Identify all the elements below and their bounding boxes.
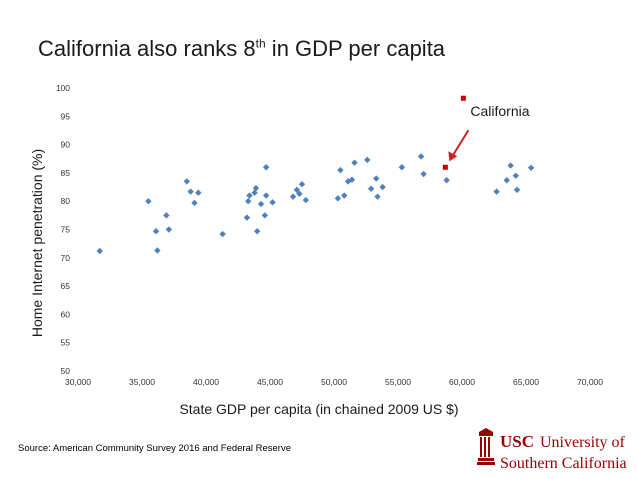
data-point bbox=[269, 199, 276, 206]
x-tick-label: 60,000 bbox=[449, 377, 475, 387]
logo-usc: USC bbox=[500, 432, 534, 451]
y-axis-ticks: 50 55 60 65 70 75 80 85 90 95 100 bbox=[56, 83, 70, 376]
data-point bbox=[420, 170, 427, 178]
data-point bbox=[374, 193, 381, 200]
x-tick-label: 55,000 bbox=[385, 377, 411, 387]
data-point bbox=[154, 247, 161, 254]
data-point bbox=[351, 159, 358, 166]
y-tick-label: 95 bbox=[61, 111, 71, 121]
data-point bbox=[289, 193, 297, 200]
y-tick-label: 70 bbox=[61, 253, 71, 263]
data-point bbox=[341, 192, 348, 199]
y-tick-label: 80 bbox=[61, 196, 71, 206]
data-point bbox=[183, 178, 190, 185]
data-point bbox=[257, 200, 265, 208]
x-tick-label: 40,000 bbox=[193, 377, 219, 387]
data-point bbox=[187, 188, 194, 195]
data-point bbox=[527, 164, 535, 172]
source-note: Source: American Community Survey 2016 a… bbox=[18, 443, 291, 454]
data-point bbox=[152, 227, 160, 235]
data-point bbox=[503, 177, 510, 184]
data-point bbox=[165, 226, 173, 233]
x-tick-label: 35,000 bbox=[129, 377, 155, 387]
data-point bbox=[243, 214, 251, 221]
data-point bbox=[348, 176, 356, 183]
data-point bbox=[337, 166, 344, 174]
data-point bbox=[195, 189, 202, 196]
data-point bbox=[513, 186, 521, 194]
data-point bbox=[262, 164, 270, 171]
usc-seal-icon bbox=[477, 428, 495, 465]
x-tick-label: 45,000 bbox=[257, 377, 283, 387]
data-point bbox=[251, 189, 258, 196]
data-point bbox=[367, 185, 375, 192]
data-point bbox=[364, 156, 371, 164]
data-point bbox=[219, 230, 226, 238]
data-point bbox=[379, 183, 386, 191]
callout-arrow bbox=[451, 129, 470, 157]
data-point bbox=[507, 162, 514, 169]
x-tick-label: 50,000 bbox=[321, 377, 347, 387]
title-superscript: th bbox=[255, 36, 266, 51]
california-marker bbox=[442, 164, 448, 170]
y-tick-label: 85 bbox=[61, 168, 71, 178]
y-tick-label: 60 bbox=[61, 309, 71, 319]
california-label: California bbox=[470, 103, 529, 119]
y-tick-label: 50 bbox=[61, 366, 71, 376]
data-point bbox=[293, 186, 301, 194]
usc-logo: USC University of Southern California bbox=[477, 428, 627, 472]
callout-arrowhead bbox=[448, 151, 458, 162]
data-point bbox=[443, 177, 450, 184]
highlight-group: California bbox=[442, 95, 530, 170]
title-rest: in GDP per capita bbox=[265, 36, 446, 61]
data-point bbox=[191, 199, 198, 207]
data-point bbox=[302, 196, 310, 204]
logo-line2: Southern California bbox=[500, 455, 627, 472]
data-point bbox=[334, 195, 342, 202]
data-point bbox=[373, 175, 380, 182]
y-tick-label: 90 bbox=[61, 140, 71, 150]
data-point bbox=[512, 172, 519, 179]
slide-title: California also ranks 8th in GDP per cap… bbox=[38, 36, 445, 62]
data-point bbox=[252, 184, 260, 192]
data-points bbox=[96, 153, 535, 255]
title-main: California also ranks 8 bbox=[38, 36, 256, 61]
data-point bbox=[296, 190, 303, 198]
logo-line1: University of bbox=[540, 434, 626, 451]
y-tick-label: 100 bbox=[56, 83, 70, 93]
data-point bbox=[261, 212, 269, 219]
data-point bbox=[245, 198, 252, 205]
y-tick-label: 55 bbox=[61, 338, 71, 348]
data-point bbox=[417, 153, 425, 160]
data-point bbox=[493, 188, 500, 195]
x-axis-label: State GDP per capita (in chained 2009 US… bbox=[179, 401, 459, 417]
x-axis-ticks: 30,000 35,000 40,000 45,000 50,000 55,000 60,0… bbox=[65, 377, 603, 387]
data-point bbox=[298, 181, 306, 188]
data-point bbox=[254, 227, 261, 235]
data-point bbox=[96, 247, 103, 255]
x-tick-label: 65,000 bbox=[513, 377, 539, 387]
data-point bbox=[163, 212, 170, 219]
data-point bbox=[262, 192, 270, 199]
y-tick-label: 65 bbox=[61, 281, 71, 291]
y-axis-label-text: Home Internet penetration (%) bbox=[29, 148, 45, 338]
x-tick-label: 30,000 bbox=[65, 377, 91, 387]
california-callout-marker bbox=[460, 95, 466, 101]
y-tick-label: 75 bbox=[61, 225, 71, 235]
data-point bbox=[246, 192, 253, 199]
data-point bbox=[145, 198, 152, 205]
x-tick-label: 70,000 bbox=[577, 377, 603, 387]
data-point bbox=[398, 164, 406, 171]
